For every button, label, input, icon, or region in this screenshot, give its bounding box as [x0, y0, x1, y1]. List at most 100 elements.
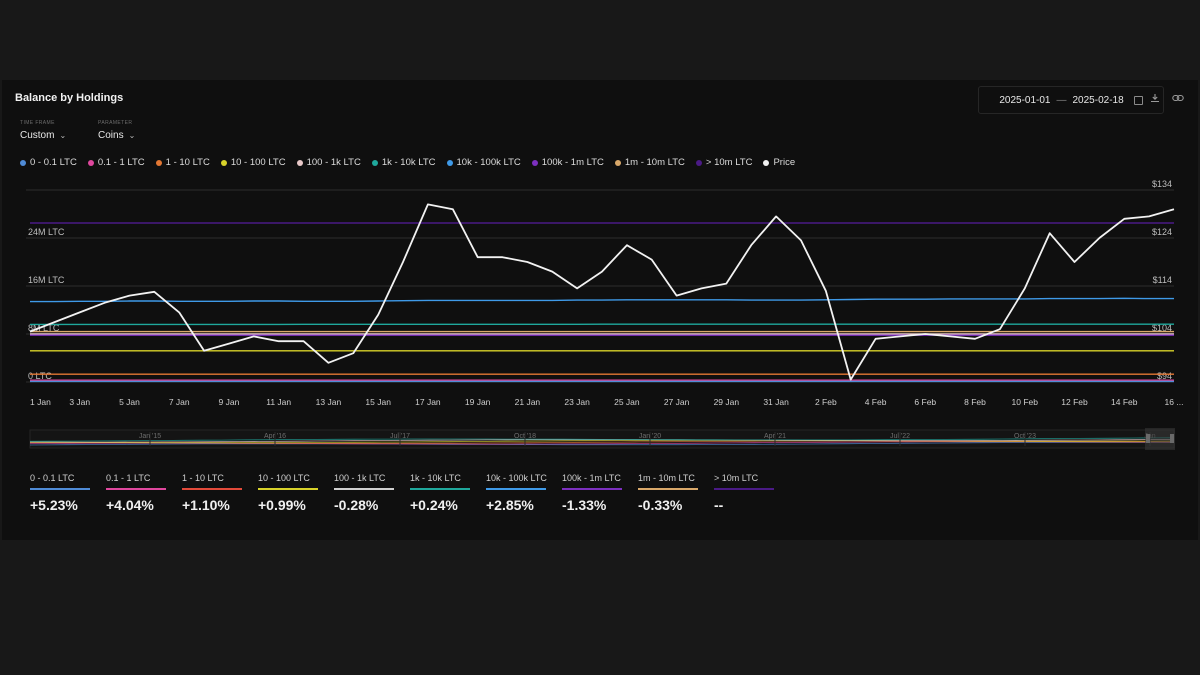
- x-tick-label: 23 Jan: [564, 397, 590, 407]
- y-right-tick-label: $94: [1157, 371, 1172, 381]
- legend-label: 1m - 10m LTC: [624, 157, 685, 168]
- date-separator: —: [1056, 94, 1067, 106]
- stat-color-bar: [258, 488, 318, 490]
- stat-color-bar: [182, 488, 242, 490]
- stat-item: 100k - 1m LTC -1.33%: [562, 473, 632, 513]
- legend-item[interactable]: > 10m LTC: [695, 157, 753, 168]
- stat-value: +4.04%: [106, 497, 154, 513]
- legend-item[interactable]: 1 - 10 LTC: [155, 157, 210, 168]
- y-left-tick-label: 24M LTC: [28, 227, 65, 237]
- legend-item[interactable]: 0 - 0.1 LTC: [20, 157, 77, 168]
- legend-item[interactable]: 1m - 10m LTC: [614, 157, 685, 168]
- legend-label: 10 - 100 LTC: [230, 157, 286, 168]
- stat-item: 10 - 100 LTC +0.99%: [258, 473, 328, 513]
- navigator-label: Jan '20: [639, 433, 661, 440]
- stat-label: > 10m LTC: [714, 473, 759, 483]
- chart-panel: Balance by Holdings 2025-01-01 — 2025-02…: [2, 80, 1198, 540]
- x-tick-label: 21 Jan: [515, 397, 541, 407]
- x-tick-label: 27 Jan: [664, 397, 690, 407]
- stat-color-bar: [106, 488, 166, 490]
- x-tick-label: 11 Jan: [266, 397, 291, 407]
- link-icon[interactable]: [1172, 92, 1184, 104]
- calendar-icon[interactable]: [1133, 95, 1143, 105]
- x-tick-label: 31 Jan: [763, 397, 789, 407]
- legend-dot-icon: [446, 159, 453, 166]
- legend-item[interactable]: Price: [763, 157, 795, 168]
- date-start: 2025-01-01: [999, 94, 1051, 106]
- y-left-tick-label: 8M LTC: [28, 323, 60, 333]
- navigator-series-line: [29, 437, 1175, 442]
- navigator-label: Oct '23: [1014, 433, 1036, 440]
- x-tick-label: 10 Feb: [1012, 397, 1039, 407]
- stat-color-bar: [562, 488, 622, 490]
- stat-label: 10 - 100 LTC: [258, 473, 310, 483]
- navigator-label: Apr '21: [764, 433, 786, 440]
- stat-label: 10k - 100k LTC: [486, 473, 547, 483]
- legend-dot-icon: [614, 159, 621, 166]
- legend-label: 0 - 0.1 LTC: [30, 157, 77, 168]
- x-tick-label: 19 Jan: [465, 397, 491, 407]
- parameter-dropdown[interactable]: PARAMETER Coins ⌄: [98, 120, 135, 141]
- timeframe-dropdown[interactable]: TIME FRAME Custom ⌄: [20, 120, 66, 141]
- chart-title: Balance by Holdings: [15, 92, 124, 104]
- stat-label: 0.1 - 1 LTC: [106, 473, 151, 483]
- x-tick-label: 12 Feb: [1061, 397, 1088, 407]
- legend-dot-icon: [695, 159, 702, 166]
- stat-color-bar: [486, 488, 546, 490]
- legend-label: 1k - 10k LTC: [381, 157, 436, 168]
- legend-label: > 10m LTC: [705, 157, 753, 168]
- legend-label: 1 - 10 LTC: [165, 157, 210, 168]
- stat-value: -1.33%: [562, 497, 607, 513]
- stat-value: +0.99%: [258, 497, 306, 513]
- x-tick-label: 7 Jan: [169, 397, 190, 407]
- x-tick-label: 14 Feb: [1111, 397, 1138, 407]
- y-right-tick-label: $124: [1152, 227, 1172, 237]
- x-tick-label: 3 Jan: [69, 397, 90, 407]
- stat-label: 100k - 1m LTC: [562, 473, 621, 483]
- stat-label: 1 - 10 LTC: [182, 473, 224, 483]
- legend-item[interactable]: 100 - 1k LTC: [296, 157, 361, 168]
- navigator-handle-left: [1146, 434, 1150, 443]
- legend-label: 0.1 - 1 LTC: [97, 157, 145, 168]
- legend-label: Price: [773, 157, 796, 168]
- x-tick-label: 29 Jan: [714, 397, 740, 407]
- parameter-label: PARAMETER: [98, 120, 133, 126]
- y-right-tick-label: $114: [1153, 275, 1172, 285]
- legend-item[interactable]: 10 - 100 LTC: [220, 157, 286, 168]
- navigator-handle-right: [1170, 434, 1174, 443]
- x-tick-label: 17 Jan: [415, 397, 441, 407]
- stat-item: > 10m LTC --: [714, 473, 784, 513]
- stat-label: 0 - 0.1 LTC: [30, 473, 75, 483]
- x-tick-label: 5 Jan: [119, 397, 140, 407]
- legend-item[interactable]: 10k - 100k LTC: [446, 157, 521, 168]
- stat-value: +0.24%: [410, 497, 458, 513]
- navigator-label: Jan '15: [139, 433, 161, 440]
- stat-value: -0.28%: [334, 497, 379, 513]
- date-end: 2025-02-18: [1072, 94, 1124, 106]
- y-right-tick-label: $134: [1152, 179, 1172, 189]
- chevron-down-icon: ⌄: [128, 131, 136, 140]
- x-tick-label: 6 Feb: [914, 397, 936, 407]
- stat-color-bar: [334, 488, 394, 490]
- date-range-picker[interactable]: 2025-01-01 — 2025-02-18: [978, 86, 1164, 114]
- download-icon[interactable]: [1149, 92, 1161, 104]
- x-tick-label: 13 Jan: [316, 397, 342, 407]
- legend-dot-icon: [371, 159, 378, 166]
- navigator-series-line: [29, 439, 1175, 444]
- legend-item[interactable]: 0.1 - 1 LTC: [87, 157, 145, 168]
- stat-item: 1m - 10m LTC -0.33%: [638, 473, 708, 513]
- legend-dot-icon: [87, 159, 94, 166]
- legend-dot-icon: [763, 159, 770, 166]
- legend-label: 100 - 1k LTC: [306, 157, 361, 168]
- legend-item[interactable]: 1k - 10k LTC: [371, 157, 436, 168]
- x-tick-label: 16 ...: [1165, 397, 1184, 407]
- x-tick-label: 25 Jan: [614, 397, 640, 407]
- legend-dot-icon: [155, 159, 162, 166]
- y-left-tick-label: 16M LTC: [28, 275, 65, 285]
- stat-color-bar: [30, 488, 90, 490]
- stat-value: +1.10%: [182, 497, 230, 513]
- legend-item[interactable]: 100k - 1m LTC: [531, 157, 604, 168]
- x-tick-label: 2 Feb: [815, 397, 837, 407]
- chart-legend: 0 - 0.1 LTC 0.1 - 1 LTC 1 - 10 LTC 10 - 100…: [20, 157, 795, 168]
- stat-item: 1k - 10k LTC +0.24%: [410, 473, 480, 513]
